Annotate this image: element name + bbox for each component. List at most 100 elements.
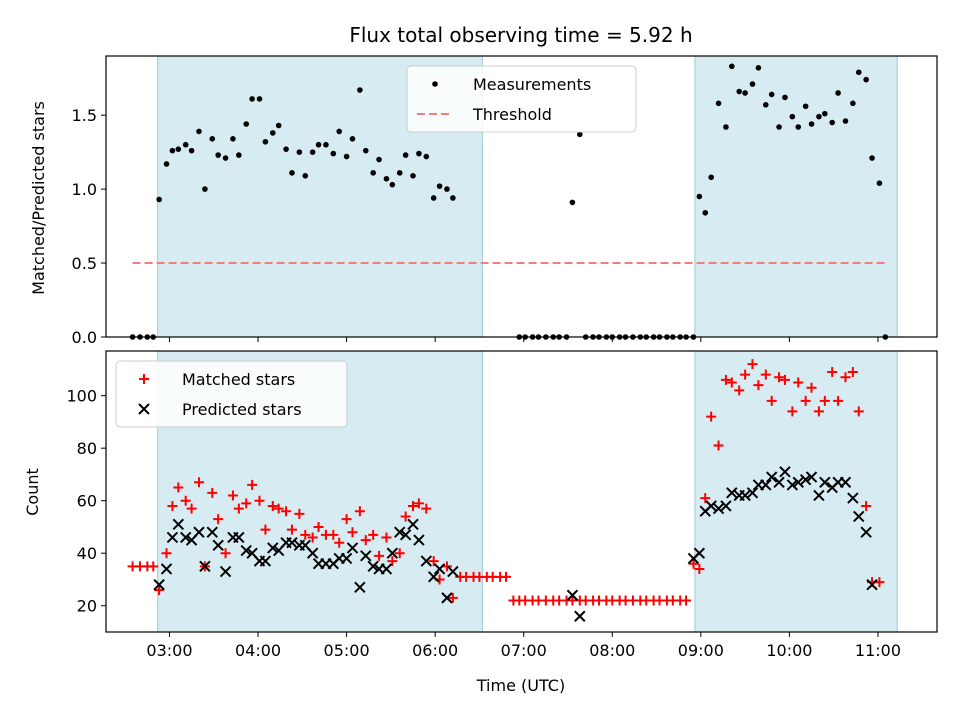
top-measurements-point	[776, 124, 782, 130]
x-tick-label: 08:00	[589, 641, 635, 660]
bottom-matched-stars-point	[408, 500, 419, 511]
bottom-predicted-stars-point	[765, 471, 778, 483]
top-measurements-point	[249, 96, 255, 102]
bottom-matched-stars-point	[294, 508, 305, 519]
top-y-tick-label: 1.0	[72, 180, 97, 199]
bottom-matched-stars-point	[681, 595, 692, 606]
bottom-matched-stars-point	[154, 584, 165, 595]
bottom-matched-stars-point	[286, 524, 297, 535]
bottom-predicted-stars-point	[441, 592, 453, 604]
top-measurements-point	[855, 69, 862, 76]
bottom-predicted-stars-point	[853, 510, 865, 523]
top-measurements-point	[283, 146, 289, 152]
top-measurements-point	[336, 128, 343, 135]
top-measurements-point	[215, 152, 221, 158]
bottom-matched-stars-point	[247, 479, 258, 490]
top-measurements-point	[708, 174, 714, 181]
top-measurements-point	[362, 147, 369, 154]
bottom-matched-stars-point	[840, 372, 851, 383]
bottom-matched-stars-point	[847, 367, 858, 378]
top-measurements-point	[723, 124, 729, 130]
bottom-legend-label: Matched stars	[182, 370, 295, 389]
bottom-matched-stars-point	[281, 506, 292, 517]
bottom-matched-stars-point	[806, 382, 817, 393]
top-measurements-point	[749, 81, 756, 87]
bottom-matched-stars-point	[428, 556, 439, 567]
top-measurements-point	[577, 131, 583, 138]
top-measurements-point	[269, 130, 276, 136]
bottom-predicted-stars-point	[746, 487, 759, 499]
bottom-predicted-stars-point	[739, 489, 751, 502]
top-measurements-point	[402, 152, 409, 158]
top-legend-label: Measurements	[473, 75, 591, 94]
chart-title: Flux total observing time = 5.92 h	[349, 23, 692, 47]
bottom-predicted-stars-point	[380, 563, 393, 575]
bottom-matched-stars-point	[180, 495, 191, 506]
bottom-predicted-stars-point	[760, 479, 772, 491]
top-legend-label: Threshold	[472, 105, 552, 124]
bottom-matched-stars-point	[726, 377, 737, 388]
bottom-y-tick-label: 60	[77, 492, 97, 511]
bottom-predicted-stars-point	[240, 544, 252, 557]
bottom-matched-stars-point	[793, 377, 804, 388]
bottom-predicted-stars-point	[407, 518, 419, 531]
bottom-matched-stars-point	[421, 503, 432, 514]
bottom-matched-stars-point	[400, 511, 411, 522]
top-y-tick-label: 1.5	[72, 106, 97, 125]
bottom-matched-stars-point	[260, 524, 271, 535]
top-measurements-point	[163, 161, 170, 167]
top-measurements-point	[175, 146, 182, 152]
top-measurements-point	[762, 102, 769, 108]
bottom-matched-stars-point	[173, 482, 184, 493]
x-tick-label: 05:00	[324, 641, 370, 660]
top-measurements-point	[822, 110, 828, 117]
top-measurements-point	[156, 196, 162, 203]
bottom-predicted-stars-point	[367, 560, 379, 573]
x-tick-label: 06:00	[412, 641, 458, 660]
bottom-matched-stars-point	[787, 406, 798, 417]
bottom-matched-stars-point	[273, 503, 284, 514]
bottom-predicted-stars-point	[267, 542, 279, 554]
bottom-predicted-stars-point	[354, 581, 366, 594]
top-measurements-point	[416, 150, 422, 157]
bottom-matched-stars-point	[766, 395, 777, 406]
bottom-predicted-stars-point	[712, 502, 725, 515]
bottom-matched-stars-point	[300, 529, 311, 540]
bottom-matched-stars-point	[447, 592, 458, 603]
top-measurements-point	[736, 88, 743, 95]
bottom-axes-frame	[105, 350, 938, 633]
bottom-y-tick-label: 20	[77, 597, 97, 616]
top-measurements-point	[808, 121, 815, 127]
bottom-predicted-stars-point	[779, 466, 791, 478]
bottom-matched-stars-point	[167, 500, 178, 511]
bottom-legend-swatch	[138, 403, 150, 415]
bottom-predicted-stars-point	[386, 547, 399, 559]
bottom-matched-stars-point	[313, 521, 324, 532]
top-measurements-point	[330, 150, 337, 157]
bottom-predicted-stars-point	[166, 531, 179, 544]
top-measurements-point	[230, 136, 236, 142]
bottom-matched-stars-point	[341, 514, 352, 525]
bottom-predicted-stars-point	[839, 476, 852, 489]
top-measurements-point	[323, 141, 329, 148]
top-measurements-point	[202, 186, 208, 192]
top-measurements-point	[850, 100, 856, 107]
top-measurements-point	[236, 152, 242, 158]
bottom-predicted-stars-point	[286, 537, 298, 549]
bottom-matched-stars-point	[374, 550, 385, 561]
top-measurements-point	[370, 170, 376, 176]
bottom-matched-stars-point	[307, 532, 318, 543]
top-measurements-point	[396, 170, 403, 176]
top-measurements-point	[802, 103, 809, 110]
bottom-y-tick-label: 40	[77, 544, 97, 563]
bottom-matched-stars-point	[161, 548, 172, 559]
bottom-matched-stars-point	[347, 527, 358, 538]
bottom-matched-stars-point	[241, 498, 252, 509]
top-measurements-point	[182, 141, 189, 148]
top-measurements-point	[715, 100, 722, 107]
bottom-predicted-stars-point	[153, 579, 165, 591]
bottom-predicted-stars-point	[866, 579, 878, 591]
top-y-tick-label: 0.5	[72, 254, 97, 273]
top-measurements-point	[782, 94, 788, 101]
bottom-predicted-stars-point	[233, 531, 245, 544]
